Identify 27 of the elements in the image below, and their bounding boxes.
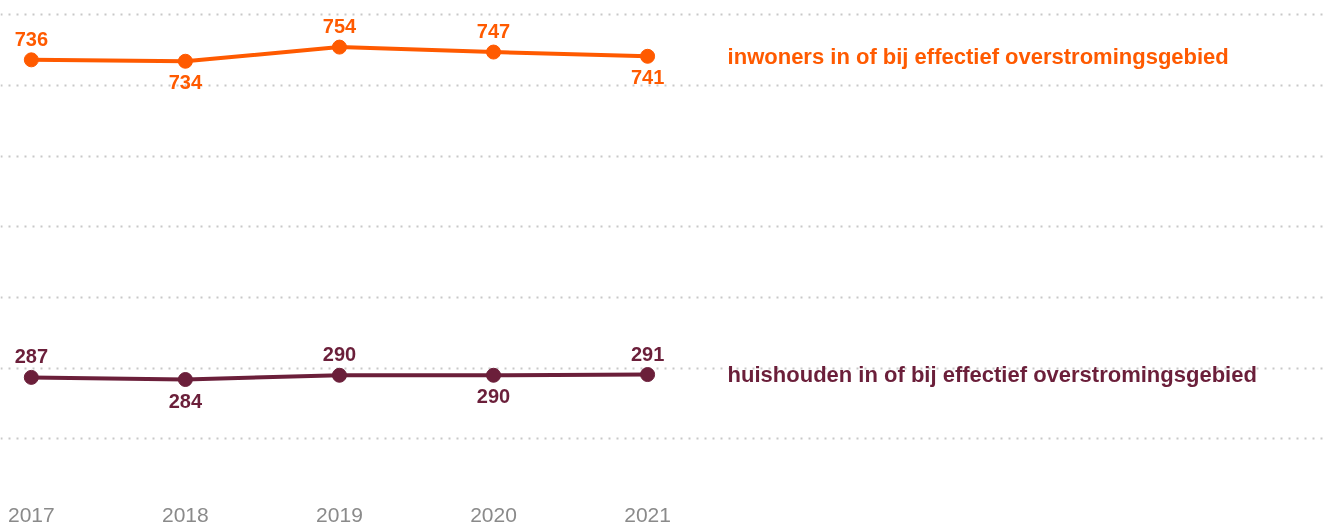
- point: [23, 52, 39, 68]
- data-label: 290: [476, 385, 511, 408]
- x-tick-label: 2021: [624, 502, 671, 525]
- text: inwoners in of bij effectief overstromingsgebied: [727, 43, 1229, 69]
- data-label: 747: [476, 20, 511, 43]
- point: [640, 48, 656, 64]
- data-label: 290: [322, 343, 357, 366]
- x-tick-label: 2020: [470, 502, 517, 525]
- text: huishouden in of bij effectief overstromingsgebied: [727, 362, 1257, 388]
- x-tick-label: 2017: [7, 502, 55, 525]
- point: [640, 367, 656, 383]
- data-label: 287: [14, 345, 48, 368]
- point: [331, 367, 347, 383]
- point: [23, 369, 39, 385]
- x-tick-label: 2018: [162, 502, 209, 525]
- point: [331, 39, 347, 55]
- data-label: 284: [168, 389, 203, 412]
- x-tick-label: 2019: [316, 502, 363, 525]
- data-label: 291: [630, 342, 665, 365]
- data-label: 741: [630, 66, 665, 89]
- point: [486, 44, 502, 60]
- data-label: 754: [322, 15, 358, 38]
- data-label: 734: [168, 71, 203, 94]
- point: [486, 367, 502, 383]
- point: [177, 53, 193, 69]
- data-label: 736: [14, 27, 48, 50]
- point: [177, 372, 193, 387]
